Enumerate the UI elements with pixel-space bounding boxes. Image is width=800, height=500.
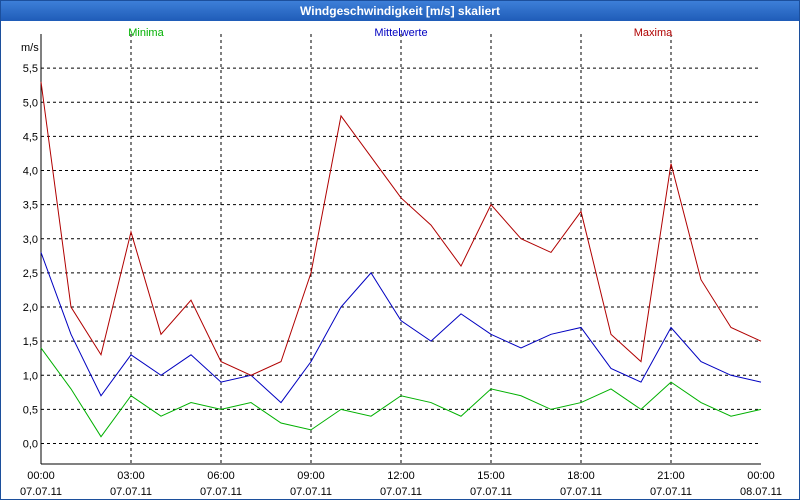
y-tick-label: 5,0	[23, 97, 38, 109]
x-tick-time: 03:00	[117, 470, 145, 482]
y-tick-label: 3,0	[23, 234, 38, 246]
legend-maxima: Maxima	[634, 27, 673, 39]
y-tick-label: 0,0	[23, 439, 38, 451]
y-tick-label: 4,5	[23, 131, 38, 143]
x-tick-date: 07.07.11	[650, 486, 692, 498]
x-tick-date: 08.07.11	[740, 486, 782, 498]
y-tick-label: 1,5	[23, 336, 38, 348]
y-tick-label: 1,0	[23, 370, 38, 382]
y-axis-label: m/s	[21, 42, 39, 54]
y-tick-label: 3,5	[23, 200, 38, 212]
x-tick-date: 07.07.11	[470, 486, 512, 498]
x-tick-date: 07.07.11	[380, 486, 422, 498]
series-line-minima	[40, 347, 762, 438]
axes	[40, 34, 761, 465]
grid	[41, 34, 761, 464]
y-tick-label: 0,5	[23, 404, 38, 416]
x-tick-time: 09:00	[297, 470, 325, 482]
y-tick-label: 5,5	[23, 63, 38, 75]
x-tick-time: 00:00	[27, 470, 55, 482]
legend-minima: Minima	[128, 27, 164, 39]
y-axis-ticks: 0,0 0,5 1,0 1,5 2,0 2,5 3,0 3,5 4,0 4,5 5,0 5,5	[23, 63, 38, 450]
x-tick-date: 07.07.11	[560, 486, 602, 498]
x-tick-time: 21:00	[657, 470, 685, 482]
y-tick-label: 2,0	[23, 302, 38, 314]
series-line-mittelwerte	[40, 252, 762, 404]
x-tick-time: 06:00	[207, 470, 235, 482]
x-tick-time: 15:00	[477, 470, 505, 482]
x-tick-date: 07.07.11	[110, 486, 152, 498]
legend-mittelwerte: Mittelwerte	[374, 27, 427, 39]
x-axis-ticks: 00:00 07.07.11 03:00 07.07.11 06:00 07.07.11 0…	[20, 470, 782, 498]
x-tick-date: 07.07.11	[20, 486, 62, 498]
x-tick-time: 12:00	[387, 470, 415, 482]
window-title: Windgeschwindigkeit [m/s] skaliert	[1, 1, 799, 21]
line-chart: 0,0 0,5 1,0 1,5 2,0 2,5 3,0 3,5 4,0 4,5 5,0 5,5 00:…	[20, 27, 782, 498]
y-tick-label: 2,5	[23, 268, 38, 280]
x-tick-time: 18:00	[567, 470, 595, 482]
series-lines	[40, 81, 762, 438]
series-line-maxima	[40, 81, 762, 376]
x-tick-date: 07.07.11	[290, 486, 332, 498]
y-tick-label: 4,0	[23, 166, 38, 178]
legend: Minima Mittelwerte Maxima	[128, 27, 673, 39]
x-tick-time: 00:00	[747, 470, 775, 482]
x-tick-date: 07.07.11	[200, 486, 242, 498]
